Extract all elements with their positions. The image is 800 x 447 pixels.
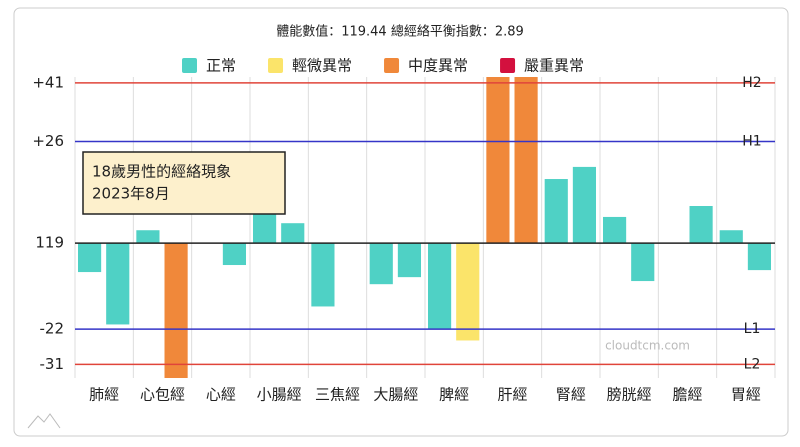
bar	[222, 243, 246, 266]
x-tick-label: 腎經	[556, 386, 586, 404]
y-tick-label: -31	[40, 355, 65, 373]
bar	[311, 243, 335, 307]
legend-swatch	[384, 58, 400, 73]
y-tick-label: +41	[32, 73, 64, 91]
bar	[689, 206, 713, 244]
x-tick-label: 脾經	[439, 386, 469, 404]
bar	[164, 243, 188, 378]
x-tick-label: 肺經	[89, 386, 119, 404]
ref-label: L2	[744, 356, 761, 372]
annotation-box	[82, 151, 286, 215]
bar	[631, 243, 655, 282]
watermark: cloudtcm.com	[605, 339, 690, 353]
bar	[603, 216, 627, 244]
legend-swatch	[182, 58, 197, 73]
legend-label: 嚴重異常	[524, 57, 584, 75]
x-tick-label: 小腸經	[257, 386, 302, 404]
x-tick-label: 肝經	[497, 386, 527, 404]
bar	[253, 214, 277, 244]
ref-label: H1	[742, 134, 761, 150]
legend-label: 輕微異常	[292, 57, 352, 75]
bar	[78, 243, 102, 273]
annotation-line: 2023年8月	[92, 185, 170, 203]
bar	[106, 243, 130, 325]
ref-label: H2	[742, 75, 761, 91]
bar	[369, 243, 393, 285]
bar	[486, 77, 510, 244]
x-tick-label: 胃經	[731, 386, 761, 404]
x-tick-label: 心經	[206, 386, 236, 404]
x-tick-label: 膽經	[672, 386, 702, 404]
x-tick-label: 三焦經	[315, 386, 360, 404]
bar	[136, 230, 160, 244]
legend-label: 中度異常	[408, 57, 468, 75]
frame	[13, 7, 789, 437]
annotation-line: 18歲男性的經絡現象	[92, 163, 231, 181]
legend-label: 正常	[206, 57, 236, 75]
bar	[428, 243, 452, 330]
x-tick-label: 大腸經	[373, 386, 418, 404]
bar	[456, 243, 480, 341]
bar	[719, 230, 743, 244]
y-tick-label: 119	[35, 234, 64, 252]
logo	[27, 413, 61, 429]
y-tick-label: -22	[40, 320, 65, 338]
legend-swatch	[268, 58, 284, 73]
bar	[747, 243, 771, 271]
x-tick-label: 膀胱經	[607, 386, 652, 404]
bar	[544, 179, 568, 244]
x-tick-label: 心包經	[140, 386, 185, 404]
chart-title: 體能數值：119.44 總經絡平衡指數：2.89	[276, 24, 524, 40]
y-tick-label: +26	[32, 132, 64, 150]
bar	[397, 243, 421, 278]
legend-swatch	[500, 58, 516, 73]
bar	[514, 77, 538, 244]
annotation: 18歲男性的經絡現象 2023年8月	[82, 151, 286, 215]
bar	[572, 166, 596, 244]
bar	[281, 223, 305, 244]
ref-label: L1	[744, 321, 761, 337]
